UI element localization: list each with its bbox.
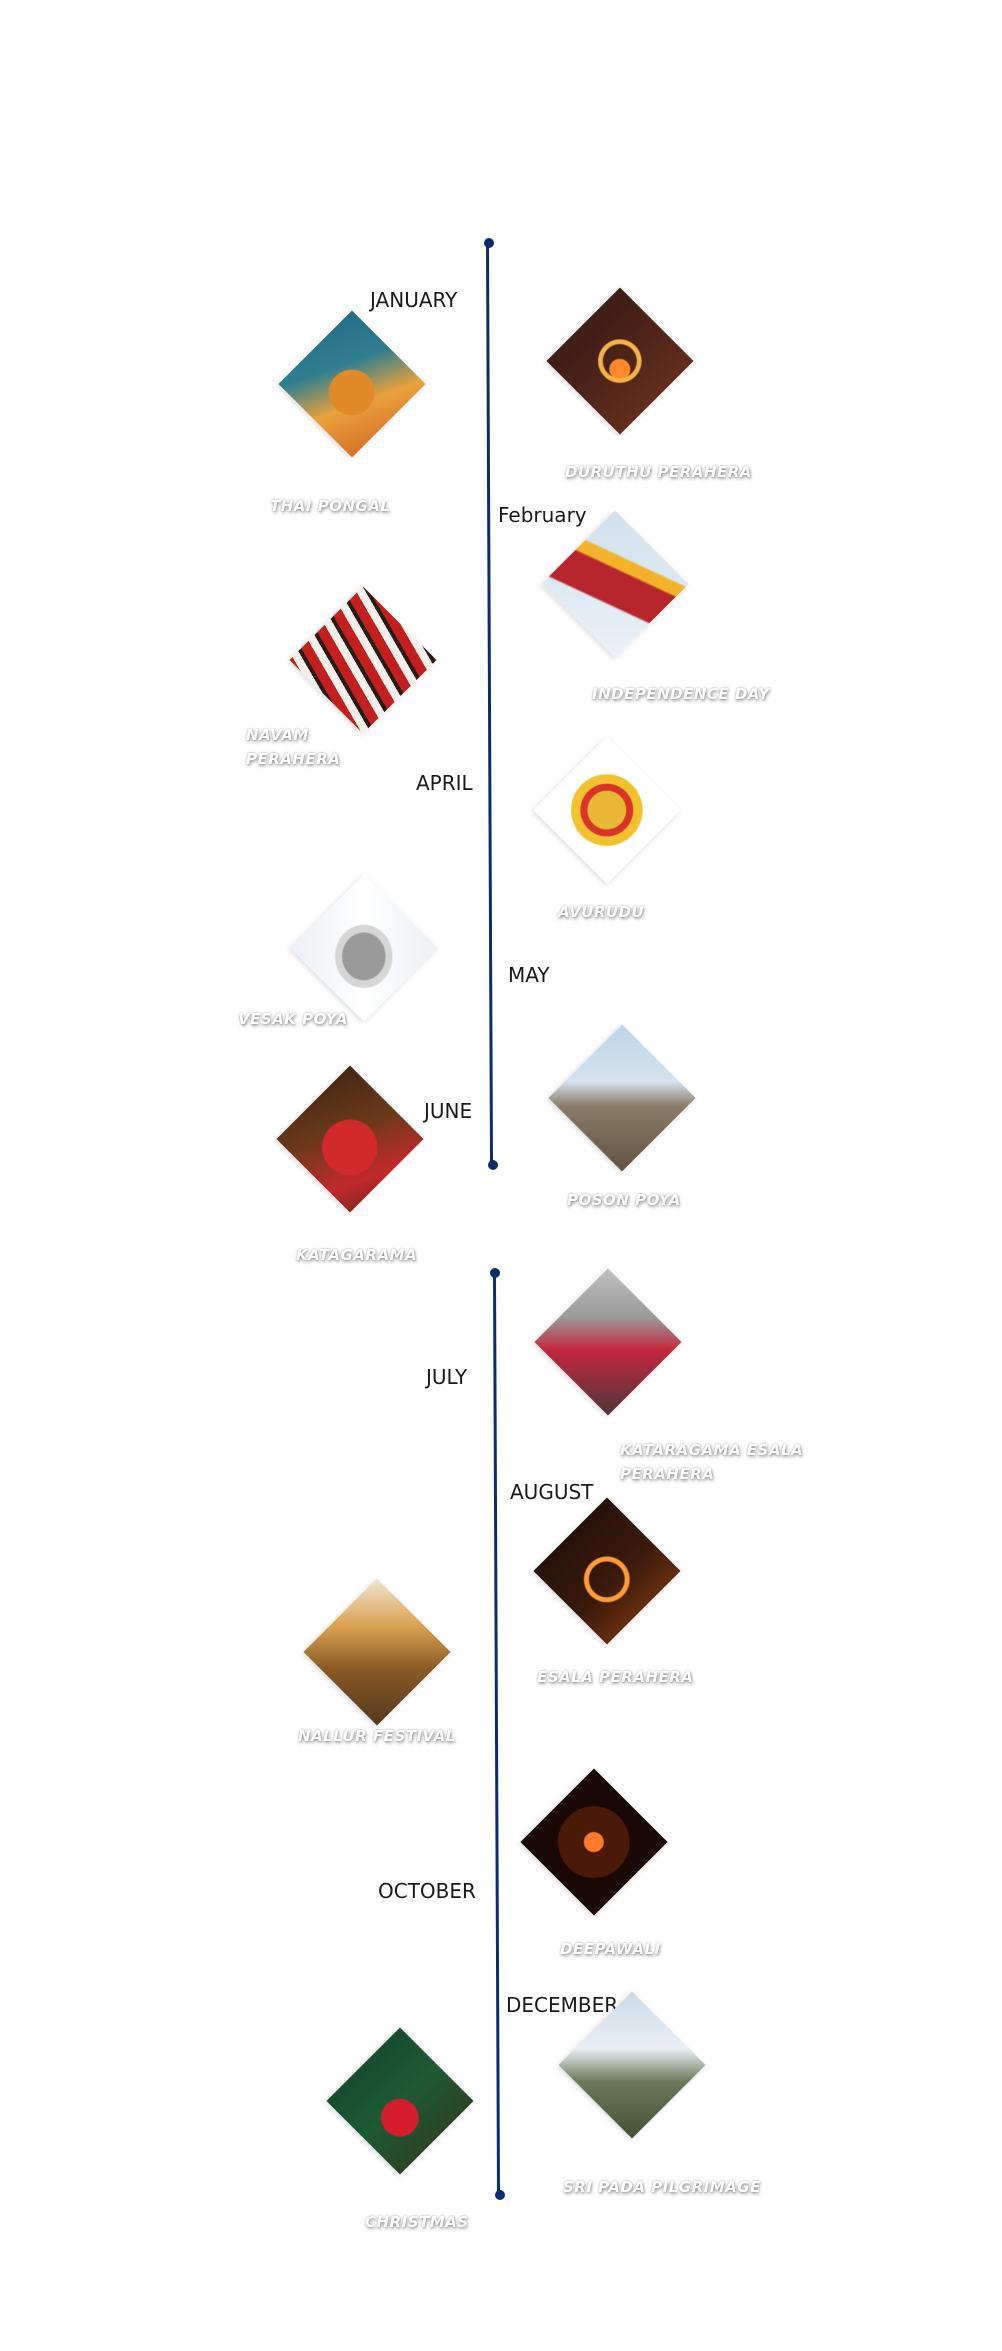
caption-vesak-poya: VESAK POYA (238, 1010, 348, 1028)
caption-avurudu: AVURUDU (558, 903, 645, 921)
festival-image-deepawali[interactable] (520, 1768, 668, 1916)
festival-image-duruthu-perahera[interactable] (546, 287, 694, 435)
festival-image-independence-day[interactable] (541, 510, 689, 658)
caption-christmas: CHRISTMAS (365, 2213, 469, 2231)
elephant-icon (276, 1065, 424, 1213)
month-label-january: JANUARY (370, 288, 458, 312)
procession-elephants-icon (534, 1268, 682, 1416)
month-label-august: AUGUST (510, 1480, 594, 1504)
festival-image-esala-perahera[interactable] (533, 1497, 681, 1645)
caption-sri-pada-pilgrimage: SRI PADA PILGRIMAGE (563, 2178, 761, 2196)
festival-image-navam-perahera[interactable] (289, 586, 437, 734)
caption-thai-pongal: THAI PONGAL (270, 497, 391, 515)
festival-image-christmas[interactable] (326, 2027, 474, 2175)
caption-poson-poya: POSON POYA (567, 1191, 681, 1209)
flag-icon (541, 510, 689, 658)
festival-image-vesak-poya[interactable] (290, 874, 438, 1022)
festival-image-thai-pongal[interactable] (278, 310, 426, 458)
month-label-april: APRIL (416, 771, 473, 795)
buddha-statue-icon (290, 874, 438, 1022)
festival-image-kataragama[interactable] (276, 1065, 424, 1213)
timeline-dot-start-2 (490, 1268, 500, 1278)
month-label-february: February (498, 503, 587, 527)
festival-image-avurudu[interactable] (533, 736, 681, 884)
timeline-dot-end (488, 1160, 498, 1170)
timeline-line-second-half (492, 1272, 501, 2196)
caption-duruthu-perahera: DURUTHU PERAHERA (565, 463, 752, 481)
timeline-line-first-half (485, 242, 494, 1166)
mihintale-rock-icon (548, 1024, 696, 1172)
caption-kataragama-esala-perahera: KATARAGAMA ESALA PERAHERA (620, 1441, 804, 1483)
month-label-december: DECEMBER (506, 1993, 619, 2017)
oil-lamps-icon (520, 1768, 668, 1916)
festival-image-poson-poya[interactable] (548, 1024, 696, 1172)
sun-icon (533, 736, 681, 884)
timeline-dot-start (484, 238, 494, 248)
month-label-july: JULY (426, 1365, 468, 1389)
caption-independence-day: INDEPENDENCE DAY (592, 685, 770, 703)
caption-deepawali: DEEPAWALI (560, 1940, 661, 1958)
ornament-icon (326, 2027, 474, 2175)
festival-image-kataragama-esala-perahera[interactable] (534, 1268, 682, 1416)
fire-ring-icon (533, 1497, 681, 1645)
festival-image-nallur-festival[interactable] (303, 1578, 451, 1726)
caption-navam-perahera: NAVAM PERAHERA (246, 726, 341, 768)
timeline-dot-end-2 (495, 2190, 505, 2200)
pot-icon (278, 310, 426, 458)
month-label-may: MAY (508, 963, 550, 987)
fire-dancer-icon (546, 287, 694, 435)
caption-esala-perahera: ESALA PERAHERA (537, 1668, 694, 1686)
caption-kataragama: KATAGARAMA (296, 1246, 418, 1264)
temple-icon (303, 1578, 451, 1726)
caption-nallur-festival: NALLUR FESTIVAL (298, 1727, 456, 1745)
drummer-icon (289, 586, 437, 734)
month-label-october: OCTOBER (378, 1879, 476, 1903)
month-label-june: JUNE (424, 1099, 473, 1123)
